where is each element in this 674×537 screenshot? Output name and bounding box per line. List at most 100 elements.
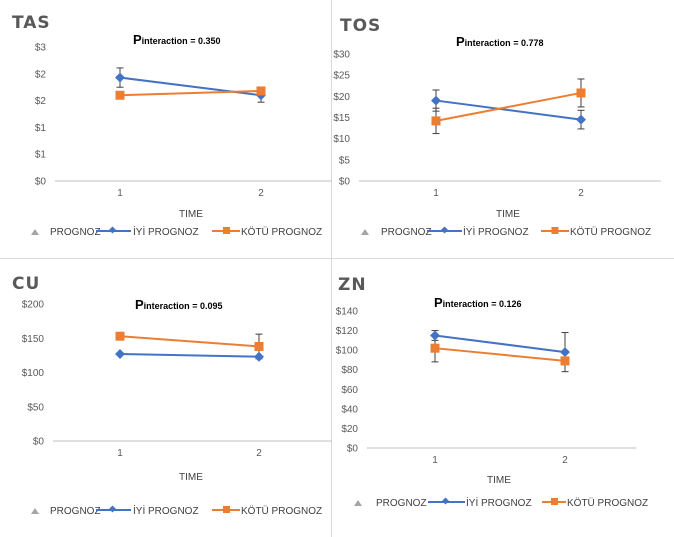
chart-panel-zn: ZN Pinteraction = 0.126 $0 $20 $40 $60 $80 $1… (332, 259, 674, 537)
legend-label-bad: KÖTÜ PROGNOZ (241, 505, 322, 517)
data-point-good (115, 349, 125, 359)
series-line-good (435, 99, 582, 121)
y-tick-label: $0 (35, 177, 47, 188)
data-point-good (115, 72, 125, 83)
p-interaction-annotation: Pinteraction = 0.778 (456, 34, 543, 49)
x-tick-label: 1 (432, 455, 438, 466)
chart-svg-cu: CU Pinteraction = 0.095 $0 $50 $100 $150 $20… (12, 274, 336, 517)
data-point-good (254, 351, 264, 362)
legend-marker-bad (551, 498, 558, 505)
chart-svg-tos: TOS Pinteraction = 0.778 $0 $5 $10 $15 $20 $2… (333, 16, 661, 238)
chart-panel-cu: CU Pinteraction = 0.095 $0 $50 $100 $150 $20… (0, 259, 336, 537)
y-tick-label: $80 (341, 365, 358, 376)
legend: PROGNOZ İYİ PROGNOZ KÖTÜ PROGNOZ (354, 496, 648, 509)
legend: PROGNOZ İYİ PROGNOZ KÖTÜ PROGNOZ (31, 225, 322, 238)
legend-triangle-marker (361, 229, 369, 235)
y-tick-label: $100 (22, 368, 45, 379)
y-tick-label: $50 (27, 402, 44, 413)
y-axis-ticks: $0 $20 $40 $60 $80 $100 $120 $140 (336, 307, 359, 455)
chart-title: ZN (338, 275, 367, 295)
legend-triangle-marker (31, 229, 39, 235)
y-tick-label: $0 (33, 437, 45, 448)
data-point-bad (431, 116, 441, 126)
data-point-good (560, 347, 570, 358)
y-tick-label: $5 (339, 155, 351, 166)
x-tick-label: 2 (258, 188, 264, 199)
x-tick-label: 1 (117, 448, 123, 459)
series-lines (430, 330, 570, 366)
x-tick-label: 2 (256, 448, 262, 459)
data-point-bad (576, 88, 586, 98)
legend-triangle-marker (354, 500, 362, 506)
series-line-bad (435, 91, 582, 122)
legend-marker-good (440, 226, 449, 234)
y-tick-label: $100 (336, 346, 359, 357)
legend-label-good: İYİ PROGNOZ (133, 225, 199, 238)
data-point-bad (560, 356, 570, 366)
x-axis-label: TIME (496, 209, 520, 220)
y-tick-label: $40 (341, 404, 358, 415)
p-interaction-annotation: Pinteraction = 0.126 (434, 295, 521, 310)
x-tick-label: 1 (117, 188, 123, 199)
series-line-good (119, 353, 260, 358)
legend-label-prognoz: PROGNOZ (376, 498, 427, 509)
series-lines (431, 88, 586, 126)
legend-label-prognoz: PROGNOZ (50, 506, 101, 517)
series-line-good (434, 334, 566, 354)
chart-panel-tos: TOS Pinteraction = 0.778 $0 $5 $10 $15 $20 $2… (332, 0, 674, 258)
y-tick-label: $25 (333, 71, 350, 82)
y-tick-label: $1 (35, 150, 47, 161)
legend-label-prognoz: PROGNOZ (50, 227, 101, 238)
legend-marker-good (108, 505, 117, 513)
legend-marker-good (441, 497, 450, 505)
y-axis-ticks: $0 $50 $100 $150 $200 (22, 300, 45, 448)
legend-triangle-marker (31, 508, 39, 514)
series-line-bad (434, 347, 566, 362)
series-line-bad (119, 89, 262, 97)
y-tick-label: $1 (35, 123, 47, 134)
x-axis-label: TIME (487, 475, 511, 486)
chart-title: TAS (12, 13, 51, 33)
y-tick-label: $15 (333, 113, 350, 124)
y-tick-label: $200 (22, 300, 45, 311)
y-tick-label: $0 (339, 177, 351, 188)
vertical-divider (331, 0, 332, 537)
y-tick-label: $2 (35, 69, 47, 80)
data-point-bad (254, 341, 264, 351)
legend-marker-bad (223, 227, 230, 234)
legend-label-bad: KÖTÜ PROGNOZ (570, 226, 651, 238)
data-point-bad (115, 90, 125, 100)
legend: PROGNOZ İYİ PROGNOZ KÖTÜ PROGNOZ (31, 504, 322, 517)
legend-label-bad: KÖTÜ PROGNOZ (567, 497, 648, 509)
x-axis-label: TIME (179, 472, 203, 483)
legend: PROGNOZ İYİ PROGNOZ KÖTÜ PROGNOZ (361, 225, 651, 238)
legend-label-bad: KÖTÜ PROGNOZ (241, 226, 322, 238)
chart-svg-zn: ZN Pinteraction = 0.126 $0 $20 $40 $60 $80 $1… (336, 275, 648, 509)
x-tick-label: 2 (578, 188, 584, 199)
error-bars (116, 67, 265, 103)
y-tick-label: $3 (35, 43, 47, 54)
x-tick-label: 1 (433, 188, 439, 199)
y-tick-label: $60 (341, 385, 358, 396)
y-tick-label: $30 (333, 50, 350, 61)
x-tick-label: 2 (562, 455, 568, 466)
legend-marker-bad (223, 506, 230, 513)
y-tick-label: $120 (336, 326, 359, 337)
x-axis-label: TIME (179, 209, 203, 220)
data-point-good (431, 95, 441, 106)
horizontal-divider (0, 258, 674, 259)
y-tick-label: $140 (336, 307, 359, 318)
data-point-good (576, 114, 586, 125)
series-lines (115, 72, 266, 101)
chart-title: TOS (340, 16, 381, 36)
y-axis-ticks: $0 $5 $10 $15 $20 $25 $30 (333, 50, 350, 188)
chart-title: CU (12, 274, 40, 294)
legend-marker-bad (551, 227, 559, 234)
legend-marker-good (108, 226, 117, 234)
